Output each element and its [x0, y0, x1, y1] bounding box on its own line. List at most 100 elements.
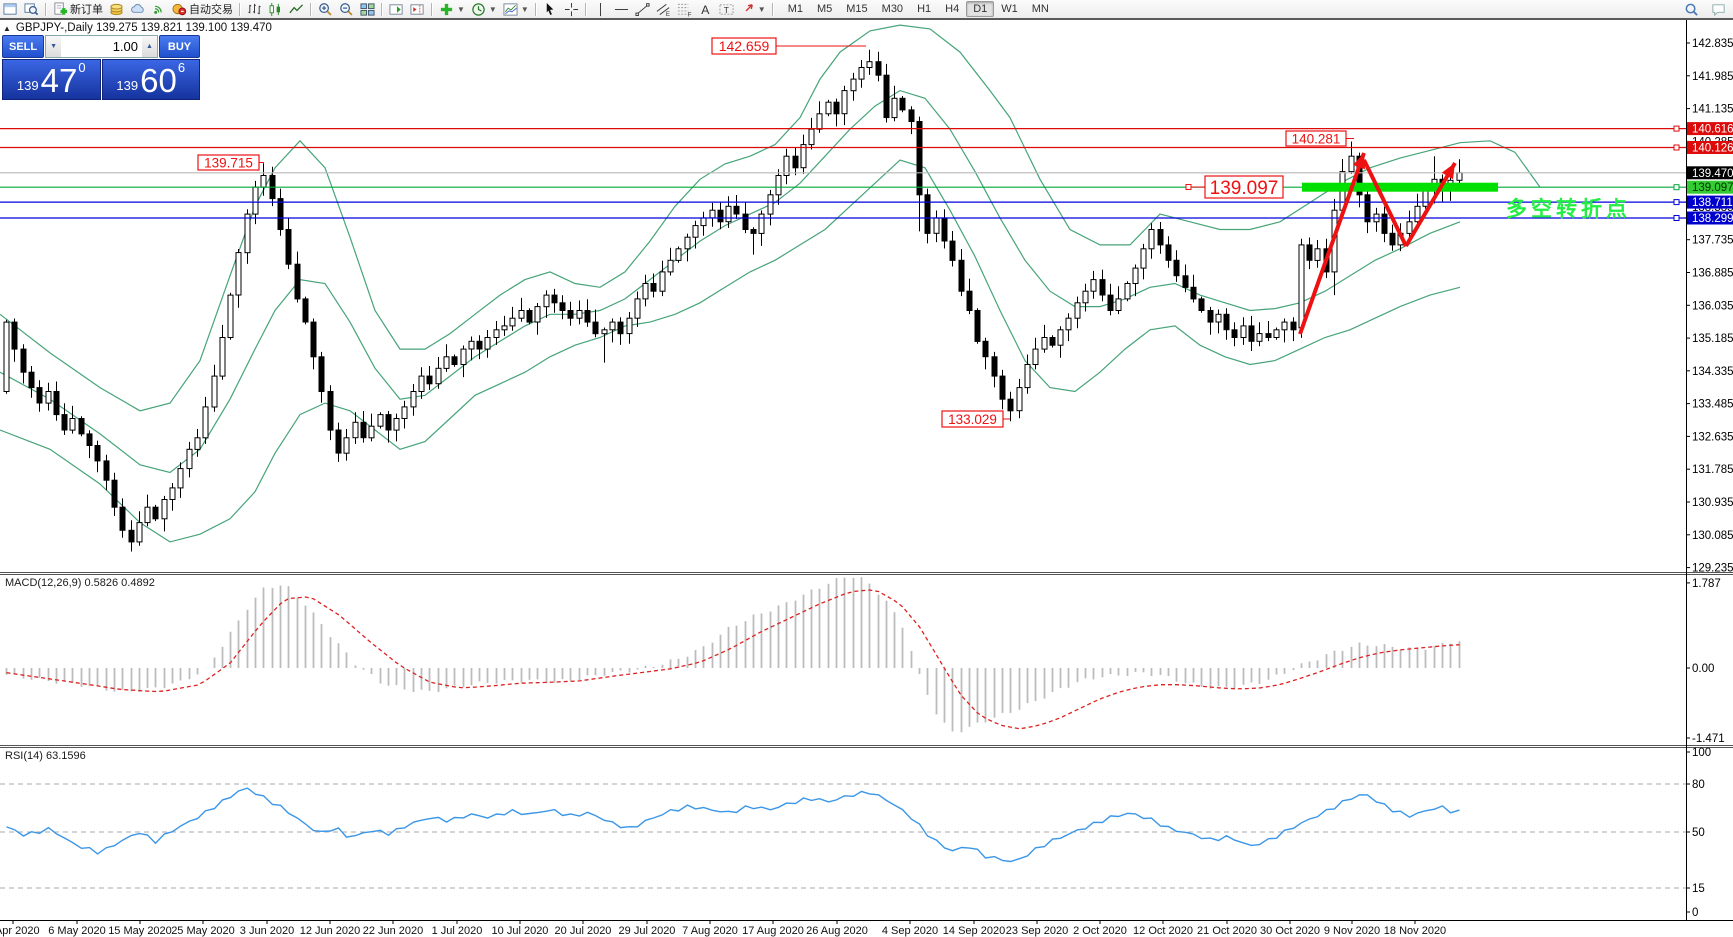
auto-scroll-button[interactable]	[386, 1, 407, 17]
timeframe-w1[interactable]: W1	[1001, 3, 1018, 15]
timeframe-m5[interactable]: M5	[816, 3, 833, 15]
svg-text:138.299: 138.299	[1692, 213, 1733, 225]
arrows-button[interactable]: ▼	[737, 1, 769, 17]
rsi-line	[6, 787, 1460, 863]
cn-annotation[interactable]: 多空转折点	[1506, 197, 1631, 221]
horizontal-line-icon	[614, 8, 628, 10]
svg-text:20 Jul 2020: 20 Jul 2020	[555, 925, 612, 937]
trend-arrows[interactable]	[1298, 152, 1457, 335]
price-annotations: 142.659 139.715 140.281 139.097 133.029	[197, 37, 1354, 428]
svg-text:-1.471: -1.471	[1692, 733, 1725, 745]
chevron-down-icon: ▼	[457, 4, 465, 14]
price-annotation[interactable]: 139.715	[197, 154, 264, 171]
autotrading-icon	[172, 3, 187, 15]
svg-text:12 Oct 2020: 12 Oct 2020	[1133, 925, 1193, 937]
toolbar-separator	[534, 2, 537, 16]
timeframe-h4[interactable]: H4	[945, 3, 960, 15]
svg-text:10 Jul 2020: 10 Jul 2020	[492, 925, 549, 937]
svg-text:0: 0	[1692, 907, 1698, 919]
metaquotes-button[interactable]	[106, 1, 127, 17]
timeframe-mn[interactable]: MN	[1031, 3, 1049, 15]
autotrading-button[interactable]: 自动交易	[169, 1, 236, 17]
price-line[interactable]	[0, 144, 1686, 151]
candlestick-chart-button[interactable]	[265, 1, 286, 17]
candlestick-chart-icon	[269, 2, 280, 16]
price-line-label: 140.616	[1687, 122, 1733, 136]
timeframe-m15[interactable]: M15	[846, 3, 868, 15]
svg-text:26 Aug 2020: 26 Aug 2020	[806, 925, 868, 937]
zoom-in-icon	[319, 2, 332, 16]
crosshair-button[interactable]	[561, 1, 582, 17]
search-icon	[1685, 3, 1698, 16]
svg-text:0.00: 0.00	[1692, 663, 1714, 675]
svg-text:12 Jun 2020: 12 Jun 2020	[300, 925, 361, 937]
svg-text:139.715: 139.715	[204, 155, 253, 170]
price-annotation[interactable]: 133.029	[941, 410, 1010, 428]
templates-button[interactable]: ▼	[500, 1, 532, 17]
svg-text:141.135: 141.135	[1692, 104, 1733, 116]
bar-chart-icon	[248, 3, 261, 14]
new-order-icon	[54, 1, 68, 15]
sell-price[interactable]: 139 47 0	[2, 59, 101, 100]
horizontal-line-button[interactable]	[611, 1, 632, 17]
timeframe-m1[interactable]: M1	[787, 3, 803, 15]
label-button[interactable]: T	[716, 1, 737, 17]
symbol-ohlc-text: GBPJPY-,Daily 139.275 139.821 139.100 13…	[15, 22, 272, 34]
price-annotation[interactable]: 142.659	[711, 37, 866, 55]
new-order-button[interactable]: 新订单	[50, 1, 106, 17]
collapse-arrow-icon[interactable]: ▲	[3, 23, 11, 33]
svg-text:7 Apr 2020: 7 Apr 2020	[0, 925, 40, 937]
svg-text:137.735: 137.735	[1692, 235, 1733, 247]
zoom-in-button[interactable]	[315, 1, 336, 17]
cursor-button[interactable]	[540, 1, 561, 17]
chat-button[interactable]	[1708, 1, 1729, 17]
search-button[interactable]	[1681, 1, 1702, 17]
indicators-button[interactable]: ▼	[436, 1, 468, 17]
channel-button[interactable]: E	[653, 1, 674, 17]
signal-button[interactable]	[148, 1, 169, 17]
channel-icon: E	[656, 3, 670, 17]
volume-decrease-button[interactable]: ▼	[46, 36, 62, 57]
window-button[interactable]	[0, 1, 21, 17]
cloud-button[interactable]	[127, 1, 148, 17]
toolbar-separator	[381, 2, 383, 16]
trendline-button[interactable]	[632, 1, 653, 17]
price-line[interactable]	[0, 215, 1686, 221]
timeframe-m30[interactable]: M30	[881, 3, 904, 15]
price-annotation[interactable]: 140.281	[1285, 130, 1354, 147]
volume-increase-button[interactable]: ▲	[142, 36, 157, 57]
price-line[interactable]	[0, 199, 1686, 206]
price-annotation[interactable]: 139.097	[1185, 175, 1284, 199]
price-line-label: 139.097	[1687, 180, 1733, 194]
support-zone-bar[interactable]	[1302, 182, 1498, 192]
vertical-line-button[interactable]	[590, 1, 611, 17]
tile-windows-button[interactable]	[357, 1, 378, 17]
timeframe-d1[interactable]: D1	[966, 1, 995, 17]
text-button[interactable]: A	[695, 1, 716, 17]
fibonacci-button[interactable]: F	[674, 1, 695, 17]
line-chart-button[interactable]	[286, 1, 307, 17]
bar-chart-button[interactable]	[244, 1, 265, 17]
svg-text:17 Aug 2020: 17 Aug 2020	[742, 925, 804, 937]
sell-button[interactable]: SELL	[2, 35, 45, 58]
label-icon: T	[719, 3, 734, 14]
vertical-line-icon	[599, 2, 601, 16]
price-line-labels: 140.616 140.126 139.470 139.097 138.711 138.2…	[1687, 122, 1733, 225]
zoom-out-button[interactable]	[336, 1, 357, 17]
toolbar-separator	[584, 2, 587, 16]
svg-text:130.935: 130.935	[1692, 497, 1733, 509]
buy-price[interactable]: 139 60 6	[101, 59, 200, 100]
volume-input[interactable]	[61, 36, 142, 57]
periods-button[interactable]: ▼	[468, 1, 500, 17]
panel-borders	[0, 20, 1733, 921]
timeframe-h1[interactable]: H1	[917, 3, 932, 15]
market-watch-button[interactable]	[21, 1, 42, 17]
price-line[interactable]	[0, 125, 1686, 132]
chart-shift-button[interactable]	[407, 1, 428, 17]
buy-button[interactable]: BUY	[159, 35, 200, 58]
svg-text:133.485: 133.485	[1692, 399, 1733, 411]
market-watch-icon	[24, 2, 39, 15]
